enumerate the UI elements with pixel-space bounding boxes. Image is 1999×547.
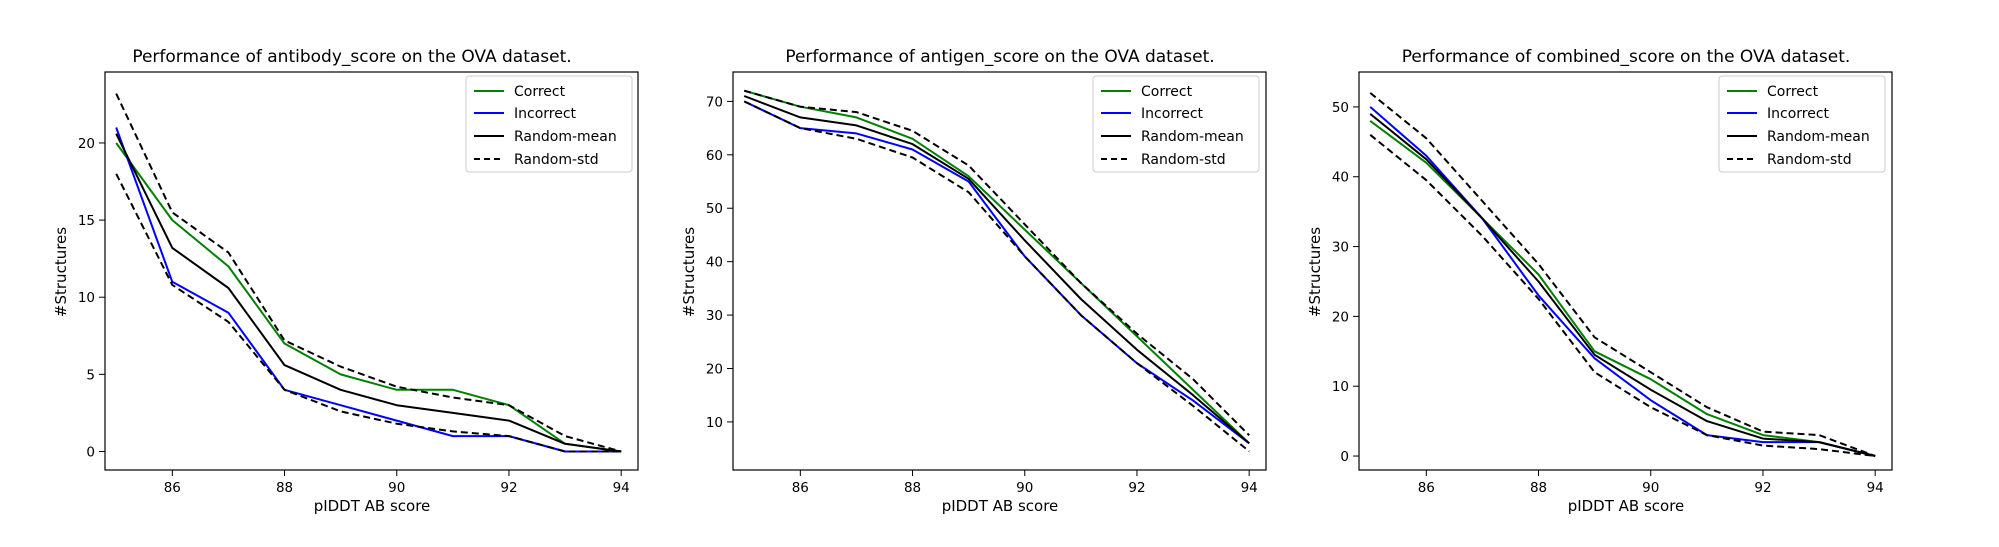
chart-panel-combined: Performance of combined_score on the OVA… <box>1306 47 1893 515</box>
x-axis-label: pIDDT AB score <box>1568 497 1685 515</box>
y-tick-label: 40 <box>706 255 723 271</box>
x-tick-label: 86 <box>1418 480 1435 496</box>
legend: Correct Incorrect Random-mean Random-std <box>1718 75 1886 173</box>
series-line-incorrect <box>743 100 1250 445</box>
series-line-random-mean <box>115 133 622 453</box>
y-tick-label: 20 <box>706 361 723 377</box>
y-axis-label: #Structures <box>680 227 698 317</box>
x-tick-label: 92 <box>500 480 517 496</box>
x-tick-label: 86 <box>164 480 181 496</box>
y-tick-label: 70 <box>706 94 723 110</box>
y-tick-label: 30 <box>706 308 723 324</box>
legend-label-random-std: Random-std <box>1141 152 1226 168</box>
y-tick-label: 40 <box>1332 170 1349 186</box>
series-line-random-std-lower <box>115 173 622 453</box>
x-tick-label: 94 <box>1241 480 1258 496</box>
y-tick-label: 10 <box>78 290 95 306</box>
plot-area: 86 88 90 92 94 0 5 10 15 20 <box>78 71 639 496</box>
legend-label-random-std: Random-std <box>514 152 599 168</box>
plot-area: 86 88 90 92 94 10 20 30 40 50 60 70 <box>706 71 1267 496</box>
series-line-random-std-lower <box>1369 134 1876 457</box>
x-tick-label: 92 <box>1754 480 1771 496</box>
plot-area: 86 88 90 92 94 0 10 20 30 40 50 <box>1332 71 1893 496</box>
series-line-random-std <box>1369 92 1876 457</box>
y-axis-label: #Structures <box>1306 227 1324 317</box>
legend-box <box>1718 75 1886 173</box>
y-tick-label: 0 <box>86 444 95 460</box>
legend-box <box>1092 75 1260 173</box>
legend-label-random-std: Random-std <box>1767 152 1852 168</box>
y-tick-label: 20 <box>1332 309 1349 325</box>
legend-label-random-mean: Random-mean <box>1767 129 1870 145</box>
y-tick-label: 10 <box>706 415 723 431</box>
y-tick-label: 15 <box>78 213 95 229</box>
legend-label-correct: Correct <box>1767 84 1819 100</box>
x-axis-label: pIDDT AB score <box>314 497 431 515</box>
series-line-correct <box>1369 120 1876 457</box>
legend-label-incorrect: Incorrect <box>1141 106 1204 122</box>
x-tick-label: 94 <box>613 480 630 496</box>
series-line-incorrect <box>1369 106 1876 457</box>
legend-label-correct: Correct <box>1141 84 1193 100</box>
series-line-correct <box>743 89 1250 445</box>
chart-panel-antibody: Performance of antibody_score on the OVA… <box>52 47 639 515</box>
series-line-random-std <box>115 93 622 453</box>
x-axis-label: pIDDT AB score <box>942 497 1059 515</box>
legend-label-random-mean: Random-mean <box>1141 129 1244 145</box>
legend-label-incorrect: Incorrect <box>514 106 577 122</box>
x-tick-label: 88 <box>276 480 293 496</box>
legend: Correct Incorrect Random-mean Random-std <box>465 75 633 173</box>
y-axis-label: #Structures <box>52 227 70 317</box>
y-tick-label: 50 <box>706 201 723 217</box>
y-tick-label: 50 <box>1332 100 1349 116</box>
legend-label-incorrect: Incorrect <box>1767 106 1830 122</box>
x-tick-label: 90 <box>1642 480 1659 496</box>
x-tick-label: 86 <box>792 480 809 496</box>
x-tick-label: 92 <box>1128 480 1145 496</box>
y-tick-label: 0 <box>1340 449 1349 465</box>
chart-title: Performance of antibody_score on the OVA… <box>132 47 571 67</box>
y-tick-label: 10 <box>1332 379 1349 395</box>
legend-box <box>465 75 633 173</box>
series-line-random-mean <box>1369 113 1876 457</box>
y-tick-label: 5 <box>86 367 95 383</box>
x-tick-label: 88 <box>904 480 921 496</box>
plot-frame <box>1358 71 1893 471</box>
legend-label-correct: Correct <box>514 84 566 100</box>
plot-frame <box>732 71 1267 471</box>
y-tick-label: 30 <box>1332 240 1349 256</box>
chart-title: Performance of combined_score on the OVA… <box>1402 47 1851 67</box>
series-line-correct <box>115 142 622 453</box>
x-tick-label: 90 <box>388 480 405 496</box>
y-tick-label: 60 <box>706 148 723 164</box>
series-line-random-std-lower <box>743 100 1250 453</box>
x-tick-label: 88 <box>1530 480 1547 496</box>
y-tick-label: 20 <box>78 136 95 152</box>
legend-label-random-mean: Random-mean <box>514 129 617 145</box>
x-tick-label: 90 <box>1016 480 1033 496</box>
legend: Correct Incorrect Random-mean Random-std <box>1092 75 1260 173</box>
series-line-random-std <box>743 89 1250 437</box>
chart-panel-antigen: Performance of antigen_score on the OVA … <box>680 47 1267 515</box>
plot-frame <box>104 71 639 471</box>
x-tick-label: 94 <box>1867 480 1884 496</box>
chart-title: Performance of antigen_score on the OVA … <box>785 47 1214 67</box>
series-line-random-mean <box>743 95 1250 445</box>
